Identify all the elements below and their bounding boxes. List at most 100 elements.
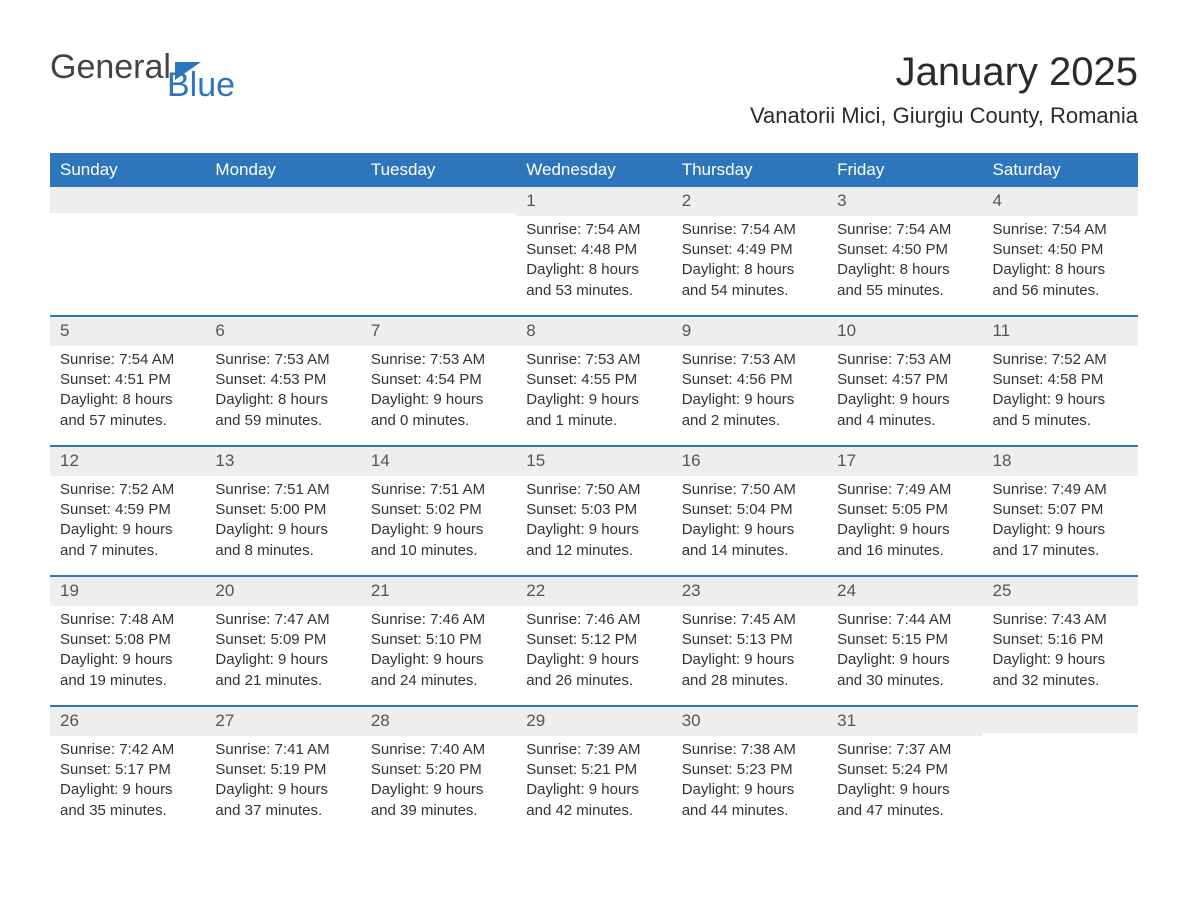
day-number: 7 — [361, 317, 516, 346]
week-row: 1Sunrise: 7:54 AMSunset: 4:48 PMDaylight… — [50, 187, 1138, 315]
calendar-cell: 25Sunrise: 7:43 AMSunset: 5:16 PMDayligh… — [983, 577, 1138, 705]
calendar-cell: 1Sunrise: 7:54 AMSunset: 4:48 PMDaylight… — [516, 187, 671, 315]
cell-body: Sunrise: 7:42 AMSunset: 5:17 PMDaylight:… — [50, 736, 205, 835]
cell-body — [205, 213, 360, 231]
cell-body: Sunrise: 7:51 AMSunset: 5:02 PMDaylight:… — [361, 476, 516, 575]
day-number: 4 — [983, 187, 1138, 216]
cell-line: Daylight: 8 hours and 57 minutes. — [60, 390, 195, 431]
cell-line: Sunrise: 7:54 AM — [682, 220, 817, 240]
cell-line: Sunrise: 7:53 AM — [682, 350, 817, 370]
cell-line: Sunrise: 7:53 AM — [526, 350, 661, 370]
cell-line: Daylight: 9 hours and 1 minute. — [526, 390, 661, 431]
cell-body: Sunrise: 7:44 AMSunset: 5:15 PMDaylight:… — [827, 606, 982, 705]
cell-line: Sunrise: 7:53 AM — [837, 350, 972, 370]
week-row: 19Sunrise: 7:48 AMSunset: 5:08 PMDayligh… — [50, 575, 1138, 705]
cell-line: Sunset: 4:54 PM — [371, 370, 506, 390]
calendar-cell: 12Sunrise: 7:52 AMSunset: 4:59 PMDayligh… — [50, 447, 205, 575]
cell-line: Sunrise: 7:50 AM — [526, 480, 661, 500]
week-row: 12Sunrise: 7:52 AMSunset: 4:59 PMDayligh… — [50, 445, 1138, 575]
cell-body — [361, 213, 516, 231]
day-number: 9 — [672, 317, 827, 346]
cell-line: Sunrise: 7:44 AM — [837, 610, 972, 630]
day-number: 13 — [205, 447, 360, 476]
cell-body — [983, 733, 1138, 751]
cell-line: Sunset: 5:07 PM — [993, 500, 1128, 520]
cell-body: Sunrise: 7:54 AMSunset: 4:50 PMDaylight:… — [983, 216, 1138, 315]
cell-line: Daylight: 8 hours and 55 minutes. — [837, 260, 972, 301]
cell-line: Sunset: 4:51 PM — [60, 370, 195, 390]
cell-body: Sunrise: 7:53 AMSunset: 4:56 PMDaylight:… — [672, 346, 827, 445]
day-number: 5 — [50, 317, 205, 346]
day-number: 27 — [205, 707, 360, 736]
cell-body: Sunrise: 7:51 AMSunset: 5:00 PMDaylight:… — [205, 476, 360, 575]
cell-body: Sunrise: 7:39 AMSunset: 5:21 PMDaylight:… — [516, 736, 671, 835]
cell-line: Sunset: 4:56 PM — [682, 370, 817, 390]
cell-line: Daylight: 9 hours and 19 minutes. — [60, 650, 195, 691]
day-number: 2 — [672, 187, 827, 216]
calendar-cell: 9Sunrise: 7:53 AMSunset: 4:56 PMDaylight… — [672, 317, 827, 445]
cell-body: Sunrise: 7:46 AMSunset: 5:12 PMDaylight:… — [516, 606, 671, 705]
cell-line: Sunset: 5:13 PM — [682, 630, 817, 650]
cell-line: Sunset: 5:09 PM — [215, 630, 350, 650]
cell-body: Sunrise: 7:53 AMSunset: 4:55 PMDaylight:… — [516, 346, 671, 445]
cell-body — [50, 213, 205, 231]
cell-line: Sunset: 4:50 PM — [993, 240, 1128, 260]
cell-line: Daylight: 9 hours and 35 minutes. — [60, 780, 195, 821]
calendar-cell: 16Sunrise: 7:50 AMSunset: 5:04 PMDayligh… — [672, 447, 827, 575]
day-header-row: SundayMondayTuesdayWednesdayThursdayFrid… — [50, 153, 1138, 187]
day-number: 28 — [361, 707, 516, 736]
calendar-cell: 21Sunrise: 7:46 AMSunset: 5:10 PMDayligh… — [361, 577, 516, 705]
calendar-cell: 5 Sunrise: 7:54 AMSunset: 4:51 PMDaylight… — [50, 317, 205, 445]
day-number: 26 — [50, 707, 205, 736]
calendar-cell: 10Sunrise: 7:53 AMSunset: 4:57 PMDayligh… — [827, 317, 982, 445]
cell-line: Sunrise: 7:41 AM — [215, 740, 350, 760]
cell-line: Daylight: 8 hours and 53 minutes. — [526, 260, 661, 301]
cell-line: Sunrise: 7:51 AM — [215, 480, 350, 500]
cell-line: Daylight: 9 hours and 28 minutes. — [682, 650, 817, 691]
day-number: 22 — [516, 577, 671, 606]
day-number: 18 — [983, 447, 1138, 476]
cell-line: Sunrise: 7:54 AM — [60, 350, 195, 370]
cell-body: Sunrise: 7:40 AMSunset: 5:20 PMDaylight:… — [361, 736, 516, 835]
calendar-cell — [361, 187, 516, 315]
day-number — [361, 187, 516, 213]
cell-body: Sunrise: 7:46 AMSunset: 5:10 PMDaylight:… — [361, 606, 516, 705]
cell-line: Sunset: 4:59 PM — [60, 500, 195, 520]
calendar-cell — [983, 707, 1138, 835]
cell-line: Sunset: 5:00 PM — [215, 500, 350, 520]
cell-line: Sunrise: 7:52 AM — [993, 350, 1128, 370]
calendar-cell: 17Sunrise: 7:49 AMSunset: 5:05 PMDayligh… — [827, 447, 982, 575]
calendar-cell: 4Sunrise: 7:54 AMSunset: 4:50 PMDaylight… — [983, 187, 1138, 315]
cell-line: Daylight: 9 hours and 44 minutes. — [682, 780, 817, 821]
cell-line: Sunrise: 7:38 AM — [682, 740, 817, 760]
cell-line: Daylight: 9 hours and 42 minutes. — [526, 780, 661, 821]
cell-line: Daylight: 9 hours and 24 minutes. — [371, 650, 506, 691]
cell-line: Daylight: 9 hours and 32 minutes. — [993, 650, 1128, 691]
cell-line: Sunset: 5:02 PM — [371, 500, 506, 520]
day-number — [205, 187, 360, 213]
cell-line: Sunset: 5:23 PM — [682, 760, 817, 780]
cell-body: Sunrise: 7:52 AMSunset: 4:58 PMDaylight:… — [983, 346, 1138, 445]
day-header: Wednesday — [516, 153, 671, 187]
cell-line: Sunset: 4:58 PM — [993, 370, 1128, 390]
cell-line: Sunrise: 7:53 AM — [371, 350, 506, 370]
cell-line: Daylight: 9 hours and 37 minutes. — [215, 780, 350, 821]
cell-line: Sunrise: 7:54 AM — [993, 220, 1128, 240]
day-number — [983, 707, 1138, 733]
calendar-cell: 3Sunrise: 7:54 AMSunset: 4:50 PMDaylight… — [827, 187, 982, 315]
cell-line: Sunset: 5:24 PM — [837, 760, 972, 780]
day-number: 31 — [827, 707, 982, 736]
calendar-cell: 8Sunrise: 7:53 AMSunset: 4:55 PMDaylight… — [516, 317, 671, 445]
page-title: January 2025 — [750, 50, 1138, 95]
calendar-cell: 28Sunrise: 7:40 AMSunset: 5:20 PMDayligh… — [361, 707, 516, 835]
day-number: 3 — [827, 187, 982, 216]
calendar-cell: 24Sunrise: 7:44 AMSunset: 5:15 PMDayligh… — [827, 577, 982, 705]
cell-body: Sunrise: 7:54 AMSunset: 4:48 PMDaylight:… — [516, 216, 671, 315]
day-header: Monday — [205, 153, 360, 187]
cell-line: Daylight: 9 hours and 5 minutes. — [993, 390, 1128, 431]
cell-line: Sunrise: 7:39 AM — [526, 740, 661, 760]
cell-body: Sunrise: 7:50 AMSunset: 5:03 PMDaylight:… — [516, 476, 671, 575]
cell-line: Sunrise: 7:45 AM — [682, 610, 817, 630]
cell-line: Daylight: 9 hours and 2 minutes. — [682, 390, 817, 431]
calendar-cell: 23Sunrise: 7:45 AMSunset: 5:13 PMDayligh… — [672, 577, 827, 705]
